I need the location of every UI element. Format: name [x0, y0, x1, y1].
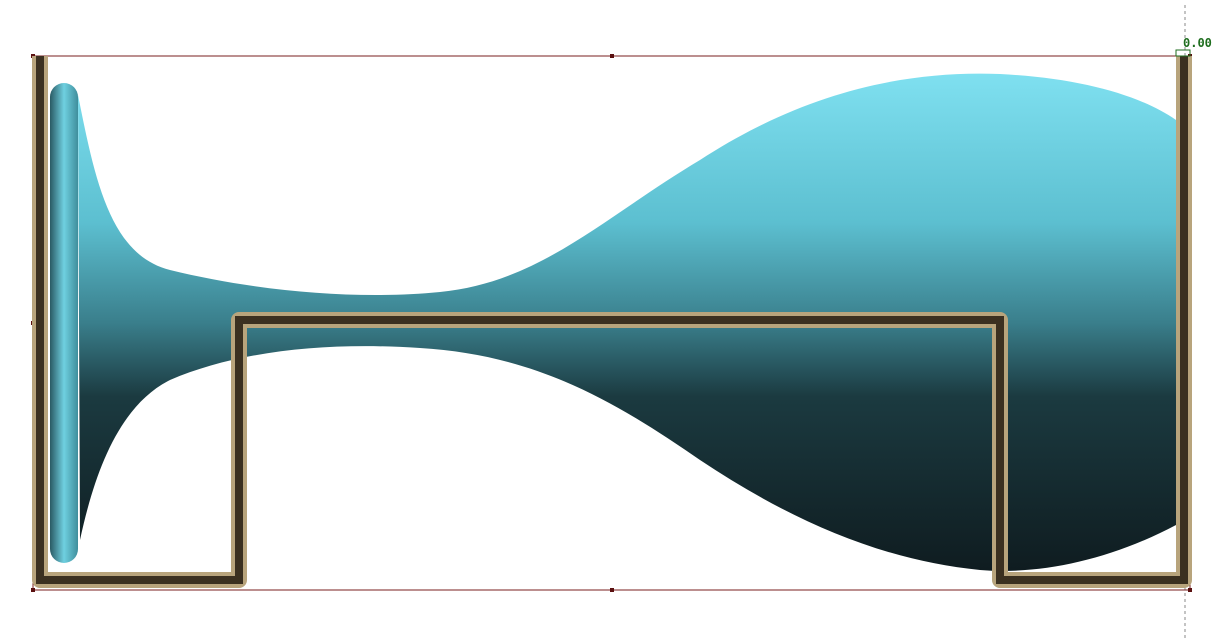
profile-inner: [36, 56, 1188, 584]
handle[interactable]: [31, 588, 35, 592]
readout: 0.00: [1183, 36, 1212, 50]
readout-marker: [1175, 49, 1191, 57]
handle[interactable]: [610, 588, 614, 592]
vase-lip[interactable]: [50, 83, 78, 563]
handle[interactable]: [1188, 588, 1192, 592]
handle[interactable]: [610, 54, 614, 58]
